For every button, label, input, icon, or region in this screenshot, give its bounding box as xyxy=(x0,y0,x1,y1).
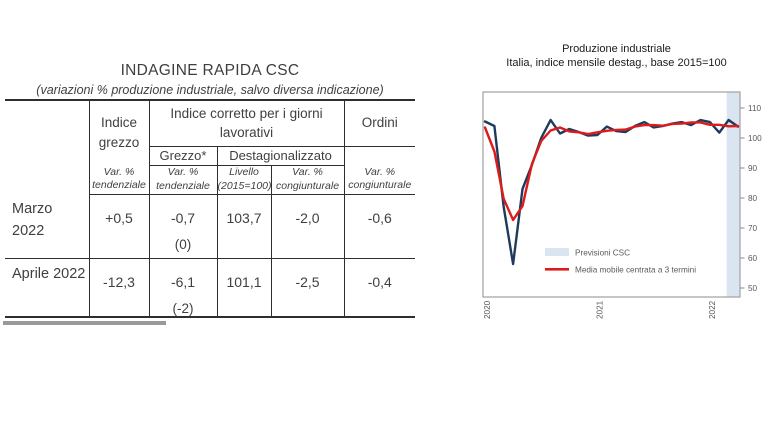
table-row: Aprile 2022 -12,3 -6,1 (-2) 101,1 -2,5 -… xyxy=(5,258,416,318)
empty-cell-ordini xyxy=(344,146,415,165)
y-axis-tick-label: 80 xyxy=(748,194,758,203)
measure-var-congiunturale-2: Var. % congiunturale xyxy=(344,165,416,195)
col-header-indice-grezzo: Indice grezzo xyxy=(89,99,150,165)
col-header-ordini: Ordini xyxy=(344,99,416,147)
index-line xyxy=(483,118,740,266)
sub-header-destagionalizzato: Destagionalizzato xyxy=(217,146,345,166)
x-axis-year-label: 2021 xyxy=(595,300,604,319)
table-bottom-shadow-bar xyxy=(3,321,166,325)
legend-label: Media mobile centrata a 3 termini xyxy=(575,266,696,275)
aprile-ordini: -0,4 xyxy=(344,258,416,318)
y-axis-tick-label: 90 xyxy=(748,164,758,173)
y-axis-tick-label: 50 xyxy=(748,284,758,293)
table-title: INDAGINE RAPIDA CSC xyxy=(120,62,300,79)
measure-var-tendenziale-2: Var. % tendenziale xyxy=(149,165,218,195)
forecast-band xyxy=(726,92,740,297)
marzo-var-congiunturale: -2,0 xyxy=(271,194,345,259)
aprile-indice-grezzo: -12,3 xyxy=(89,258,150,318)
indagine-table-section: INDAGINE RAPIDA CSC (variazioni % produz… xyxy=(5,62,416,318)
col-header-indice-corretto: Indice corretto per i giorni lavorativi xyxy=(149,99,345,147)
moving-average-line xyxy=(483,121,740,222)
aprile-corretto-grezzo: -6,1 (-2) xyxy=(149,258,218,318)
row-label-marzo-2022: Marzo 2022 xyxy=(5,194,90,259)
line-chart: 50 60 70 80 90 100 110 2020 2021 2022 Previsioni C… xyxy=(482,91,762,319)
y-axis-tick-label: 60 xyxy=(748,254,758,263)
marzo-ordini: -0,6 xyxy=(344,194,416,259)
marzo-corretto-grezzo-value: -0,7 xyxy=(170,209,196,226)
aprile-livello: 101,1 xyxy=(217,258,272,318)
indagine-table: Indice grezzo Indice corretto per i gior… xyxy=(5,99,416,318)
table-subtitle: (variazioni % produzione industriale, sa… xyxy=(36,83,384,97)
table-row: Marzo 2022 +0,5 -0,7 (0) 103,7 -2,0 -0,6 xyxy=(5,194,416,259)
aprile-var-congiunturale: -2,5 xyxy=(271,258,345,318)
measure-var-tendenziale-1: Var. % tendenziale xyxy=(89,165,150,195)
chart-section: 50 60 70 80 90 100 110 2020 2021 2022 Previsioni C… xyxy=(465,42,768,327)
legend-band-swatch xyxy=(545,248,569,256)
row-label-aprile-2022: Aprile 2022 xyxy=(5,258,90,318)
aprile-corretto-grezzo-value: -6,1 xyxy=(170,273,196,290)
measure-livello: Livello (2015=100) xyxy=(217,165,272,195)
aprile-corretto-grezzo-note: (-2) xyxy=(172,300,194,316)
marzo-corretto-grezzo-note: (0) xyxy=(174,236,192,252)
sub-header-grezzo: Grezzo* xyxy=(149,146,218,166)
y-axis-tick-label: 110 xyxy=(748,104,761,113)
marzo-corretto-grezzo: -0,7 (0) xyxy=(149,194,218,259)
marzo-indice-grezzo: +0,5 xyxy=(89,194,150,259)
y-axis-tick-label: 70 xyxy=(748,224,758,233)
legend-line-swatch xyxy=(545,268,569,271)
corner-cell xyxy=(5,99,90,194)
marzo-livello: 103,7 xyxy=(217,194,272,259)
plot-frame xyxy=(482,91,741,298)
y-axis-tick-label: 100 xyxy=(748,134,762,143)
x-axis-year-label: 2022 xyxy=(708,300,717,319)
measure-var-congiunturale-1: Var. % congiunturale xyxy=(271,165,345,195)
x-axis-year-label: 2020 xyxy=(483,300,492,319)
legend-label: Previsioni CSC xyxy=(575,249,630,258)
